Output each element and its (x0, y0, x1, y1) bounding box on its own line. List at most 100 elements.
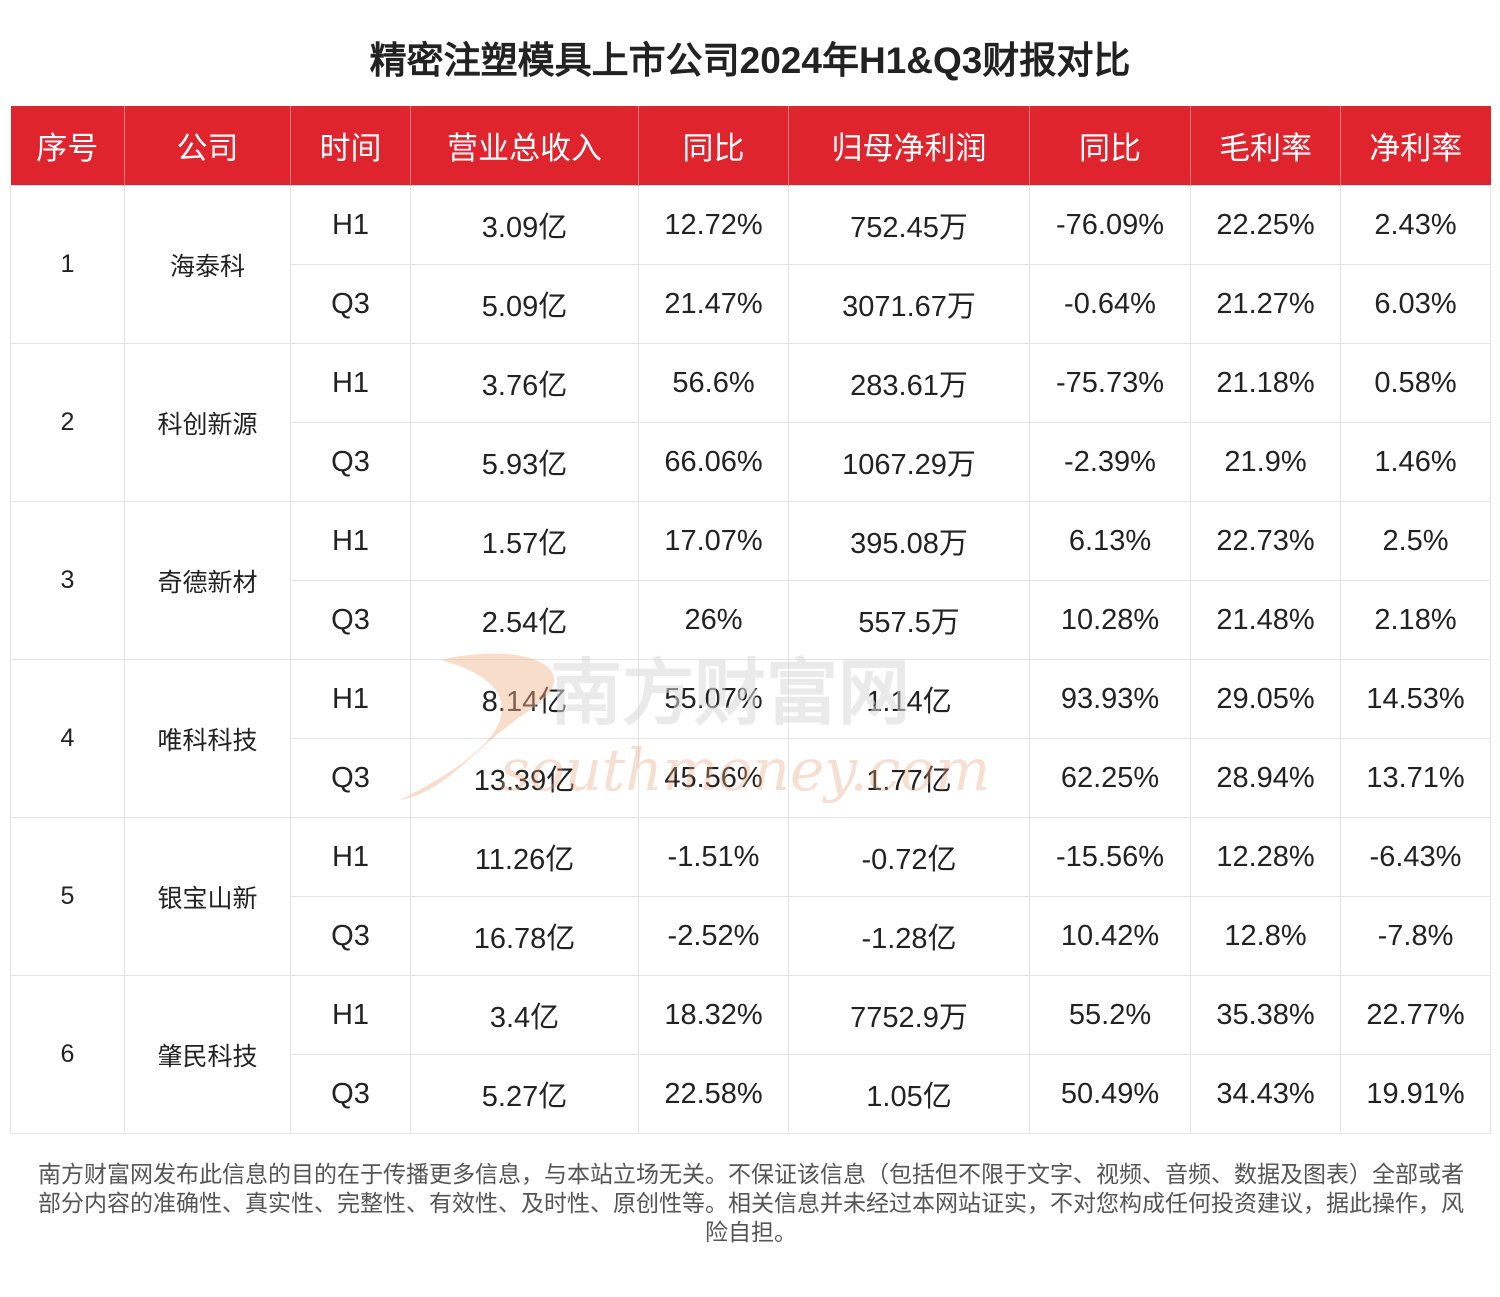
table-cell: 2.18% (1340, 580, 1491, 660)
table-cell: 12.72% (638, 185, 789, 265)
table-row: Q3 5.27亿 22.58% 1.05亿 50.49% 34.43% 19.91% (11, 1054, 1491, 1134)
company-name: 银宝山新 (124, 817, 291, 976)
table-cell: 16.78亿 (410, 896, 639, 976)
table-cell: 2.5% (1340, 501, 1491, 581)
period-cell: H1 (290, 975, 411, 1055)
period-cell: H1 (290, 501, 411, 581)
table-row: 3 奇德新材 H1 1.57亿 17.07% 395.08万 6.13% 22.73% 2.5% (10, 501, 1491, 660)
table-cell: -2.39% (1029, 422, 1191, 502)
company-name: 科创新源 (124, 343, 291, 502)
row-index: 3 (10, 501, 125, 660)
table-cell: 5.27亿 (410, 1054, 639, 1134)
table-cell: 6.03% (1340, 264, 1491, 344)
table-cell: 5.09亿 (410, 264, 639, 344)
company-name: 唯科科技 (124, 659, 291, 818)
disclaimer-footnote: 南方财富网发布此信息的目的在于传播更多信息，与本站立场无关。不保证该信息（包括但… (38, 1161, 1464, 1245)
table-cell: 14.53% (1340, 659, 1491, 739)
table-cell: 557.5万 (788, 580, 1030, 660)
period-cell: Q3 (290, 580, 411, 660)
table-cell: 55.07% (638, 659, 789, 739)
table-cell: 22.73% (1190, 501, 1341, 581)
table-cell: -7.8% (1340, 896, 1491, 976)
table-cell: 35.38% (1190, 975, 1341, 1055)
table-row: 5 银宝山新 H1 11.26亿 -1.51% -0.72亿 -15.56% 12.28% -6… (10, 817, 1491, 976)
table-cell: -0.72亿 (788, 817, 1030, 897)
row-index: 2 (10, 343, 125, 502)
period-cell: Q3 (290, 738, 411, 818)
table-cell: 17.07% (638, 501, 789, 581)
table-cell: 283.61万 (788, 343, 1030, 423)
column-header: 序号 (10, 106, 125, 186)
period-cell: H1 (290, 817, 411, 897)
table-row: 6 肇民科技 H1 3.4亿 18.32% 7752.9万 55.2% 35.38% 22.77… (10, 975, 1491, 1134)
table-cell: -15.56% (1029, 817, 1191, 897)
table-cell: 1067.29万 (788, 422, 1030, 502)
table-row: Q3 13.39亿 45.56% 1.77亿 62.25% 28.94% 13.71% (11, 738, 1491, 818)
table-cell: 55.2% (1029, 975, 1191, 1055)
table-cell: 18.32% (638, 975, 789, 1055)
table-cell: 0.58% (1340, 343, 1491, 423)
table-cell: 93.93% (1029, 659, 1191, 739)
table-row: Q3 5.93亿 66.06% 1067.29万 -2.39% 21.9% 1.46% (11, 422, 1491, 502)
table-cell: 1.46% (1340, 422, 1491, 502)
column-header: 同比 (638, 106, 789, 186)
table-cell: 12.28% (1190, 817, 1341, 897)
table-cell: 34.43% (1190, 1054, 1341, 1134)
table-cell: 5.93亿 (410, 422, 639, 502)
table-cell: 26% (638, 580, 789, 660)
table-cell: 1.77亿 (788, 738, 1030, 818)
table-cell: 21.18% (1190, 343, 1341, 423)
period-cell: Q3 (290, 1054, 411, 1134)
table-cell: 21.27% (1190, 264, 1341, 344)
table-cell: 22.77% (1340, 975, 1491, 1055)
table-cell: 13.39亿 (410, 738, 639, 818)
table-cell: 45.56% (638, 738, 789, 818)
table-cell: 11.26亿 (410, 817, 639, 897)
column-header: 毛利率 (1190, 106, 1341, 186)
column-header: 归母净利润 (788, 106, 1030, 186)
column-header: 时间 (290, 106, 411, 186)
table-cell: 8.14亿 (410, 659, 639, 739)
row-index: 6 (10, 975, 125, 1134)
table-row: Q3 2.54亿 26% 557.5万 10.28% 21.48% 2.18% (11, 580, 1491, 660)
table-cell: 10.42% (1029, 896, 1191, 976)
row-index: 5 (10, 817, 125, 976)
table-cell: 6.13% (1029, 501, 1191, 581)
chart-title: 精密注塑模具上市公司2024年H1&Q3财报对比 (369, 40, 1131, 81)
table-cell: 29.05% (1190, 659, 1341, 739)
table-cell: 3.4亿 (410, 975, 639, 1055)
table-row: 2 科创新源 H1 3.76亿 56.6% 283.61万 -75.73% 21.18% 0.5… (10, 343, 1491, 502)
row-index: 1 (10, 185, 125, 344)
table-cell: -0.64% (1029, 264, 1191, 344)
table-cell: 3071.67万 (788, 264, 1030, 344)
period-cell: H1 (290, 343, 411, 423)
table-cell: -2.52% (638, 896, 789, 976)
table-cell: 22.58% (638, 1054, 789, 1134)
table-cell: 12.8% (1190, 896, 1341, 976)
company-name: 肇民科技 (124, 975, 291, 1134)
period-cell: H1 (290, 659, 411, 739)
table-header-row: 序号 公司 时间 营业总收入 同比 归母净利润 同比 毛利率 净利率 (10, 106, 1491, 186)
table-cell: 1.57亿 (410, 501, 639, 581)
table-cell: 3.09亿 (410, 185, 639, 265)
table-cell: 1.14亿 (788, 659, 1030, 739)
table-cell: 21.47% (638, 264, 789, 344)
table-row: 1 海泰科 H1 3.09亿 12.72% 752.45万 -76.09% 22.25% 2.4… (10, 185, 1491, 344)
column-header: 公司 (124, 106, 291, 186)
table-cell: 3.76亿 (410, 343, 639, 423)
table-cell: -1.28亿 (788, 896, 1030, 976)
company-name: 奇德新材 (124, 501, 291, 660)
table-body: 1 海泰科 H1 3.09亿 12.72% 752.45万 -76.09% 22.25% 2.4… (10, 185, 1491, 1134)
table-cell: 2.54亿 (410, 580, 639, 660)
table-cell: 28.94% (1190, 738, 1341, 818)
period-cell: Q3 (290, 896, 411, 976)
table-cell: -1.51% (638, 817, 789, 897)
table-cell: 66.06% (638, 422, 789, 502)
table-cell: 7752.9万 (788, 975, 1030, 1055)
table-cell: 19.91% (1340, 1054, 1491, 1134)
table-cell: 1.05亿 (788, 1054, 1030, 1134)
table-cell: 395.08万 (788, 501, 1030, 581)
table-cell: 50.49% (1029, 1054, 1191, 1134)
period-cell: H1 (290, 185, 411, 265)
table-cell: 22.25% (1190, 185, 1341, 265)
